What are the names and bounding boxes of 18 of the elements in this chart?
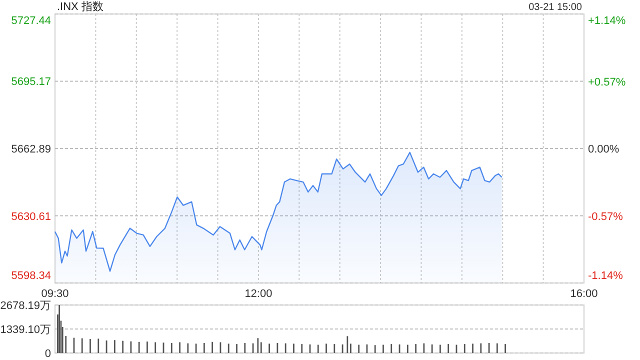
chart-title: .INX 指数 bbox=[57, 1, 104, 13]
y-tick-label: 5630.61 bbox=[11, 210, 51, 223]
y-tick-label: 5695.17 bbox=[11, 76, 51, 88]
y-tick-label: 5598.34 bbox=[11, 270, 51, 282]
y2-tick-label: -0.57% bbox=[588, 210, 624, 223]
y-tick-label: 0 bbox=[44, 348, 51, 360]
text: 03-21 15:00 bbox=[528, 2, 582, 13]
y2-tick-label: -1.14% bbox=[588, 270, 624, 282]
y2-tick-label: +1.14% bbox=[588, 15, 626, 27]
y-tick-label: 5662.89 bbox=[11, 144, 51, 156]
y-tick-label: 5727.44 bbox=[11, 15, 51, 27]
y2-tick-label: 0.00% bbox=[588, 144, 620, 156]
x-tick-label: 16:00 bbox=[570, 288, 598, 300]
y-tick-label: 1339.10万 bbox=[0, 324, 51, 336]
x-tick-label: 12:00 bbox=[244, 288, 272, 300]
y2-tick-label: +0.57% bbox=[588, 76, 626, 88]
y-tick-label: 2678.19万 bbox=[0, 300, 51, 312]
x-tick-label: 09:30 bbox=[41, 288, 69, 300]
